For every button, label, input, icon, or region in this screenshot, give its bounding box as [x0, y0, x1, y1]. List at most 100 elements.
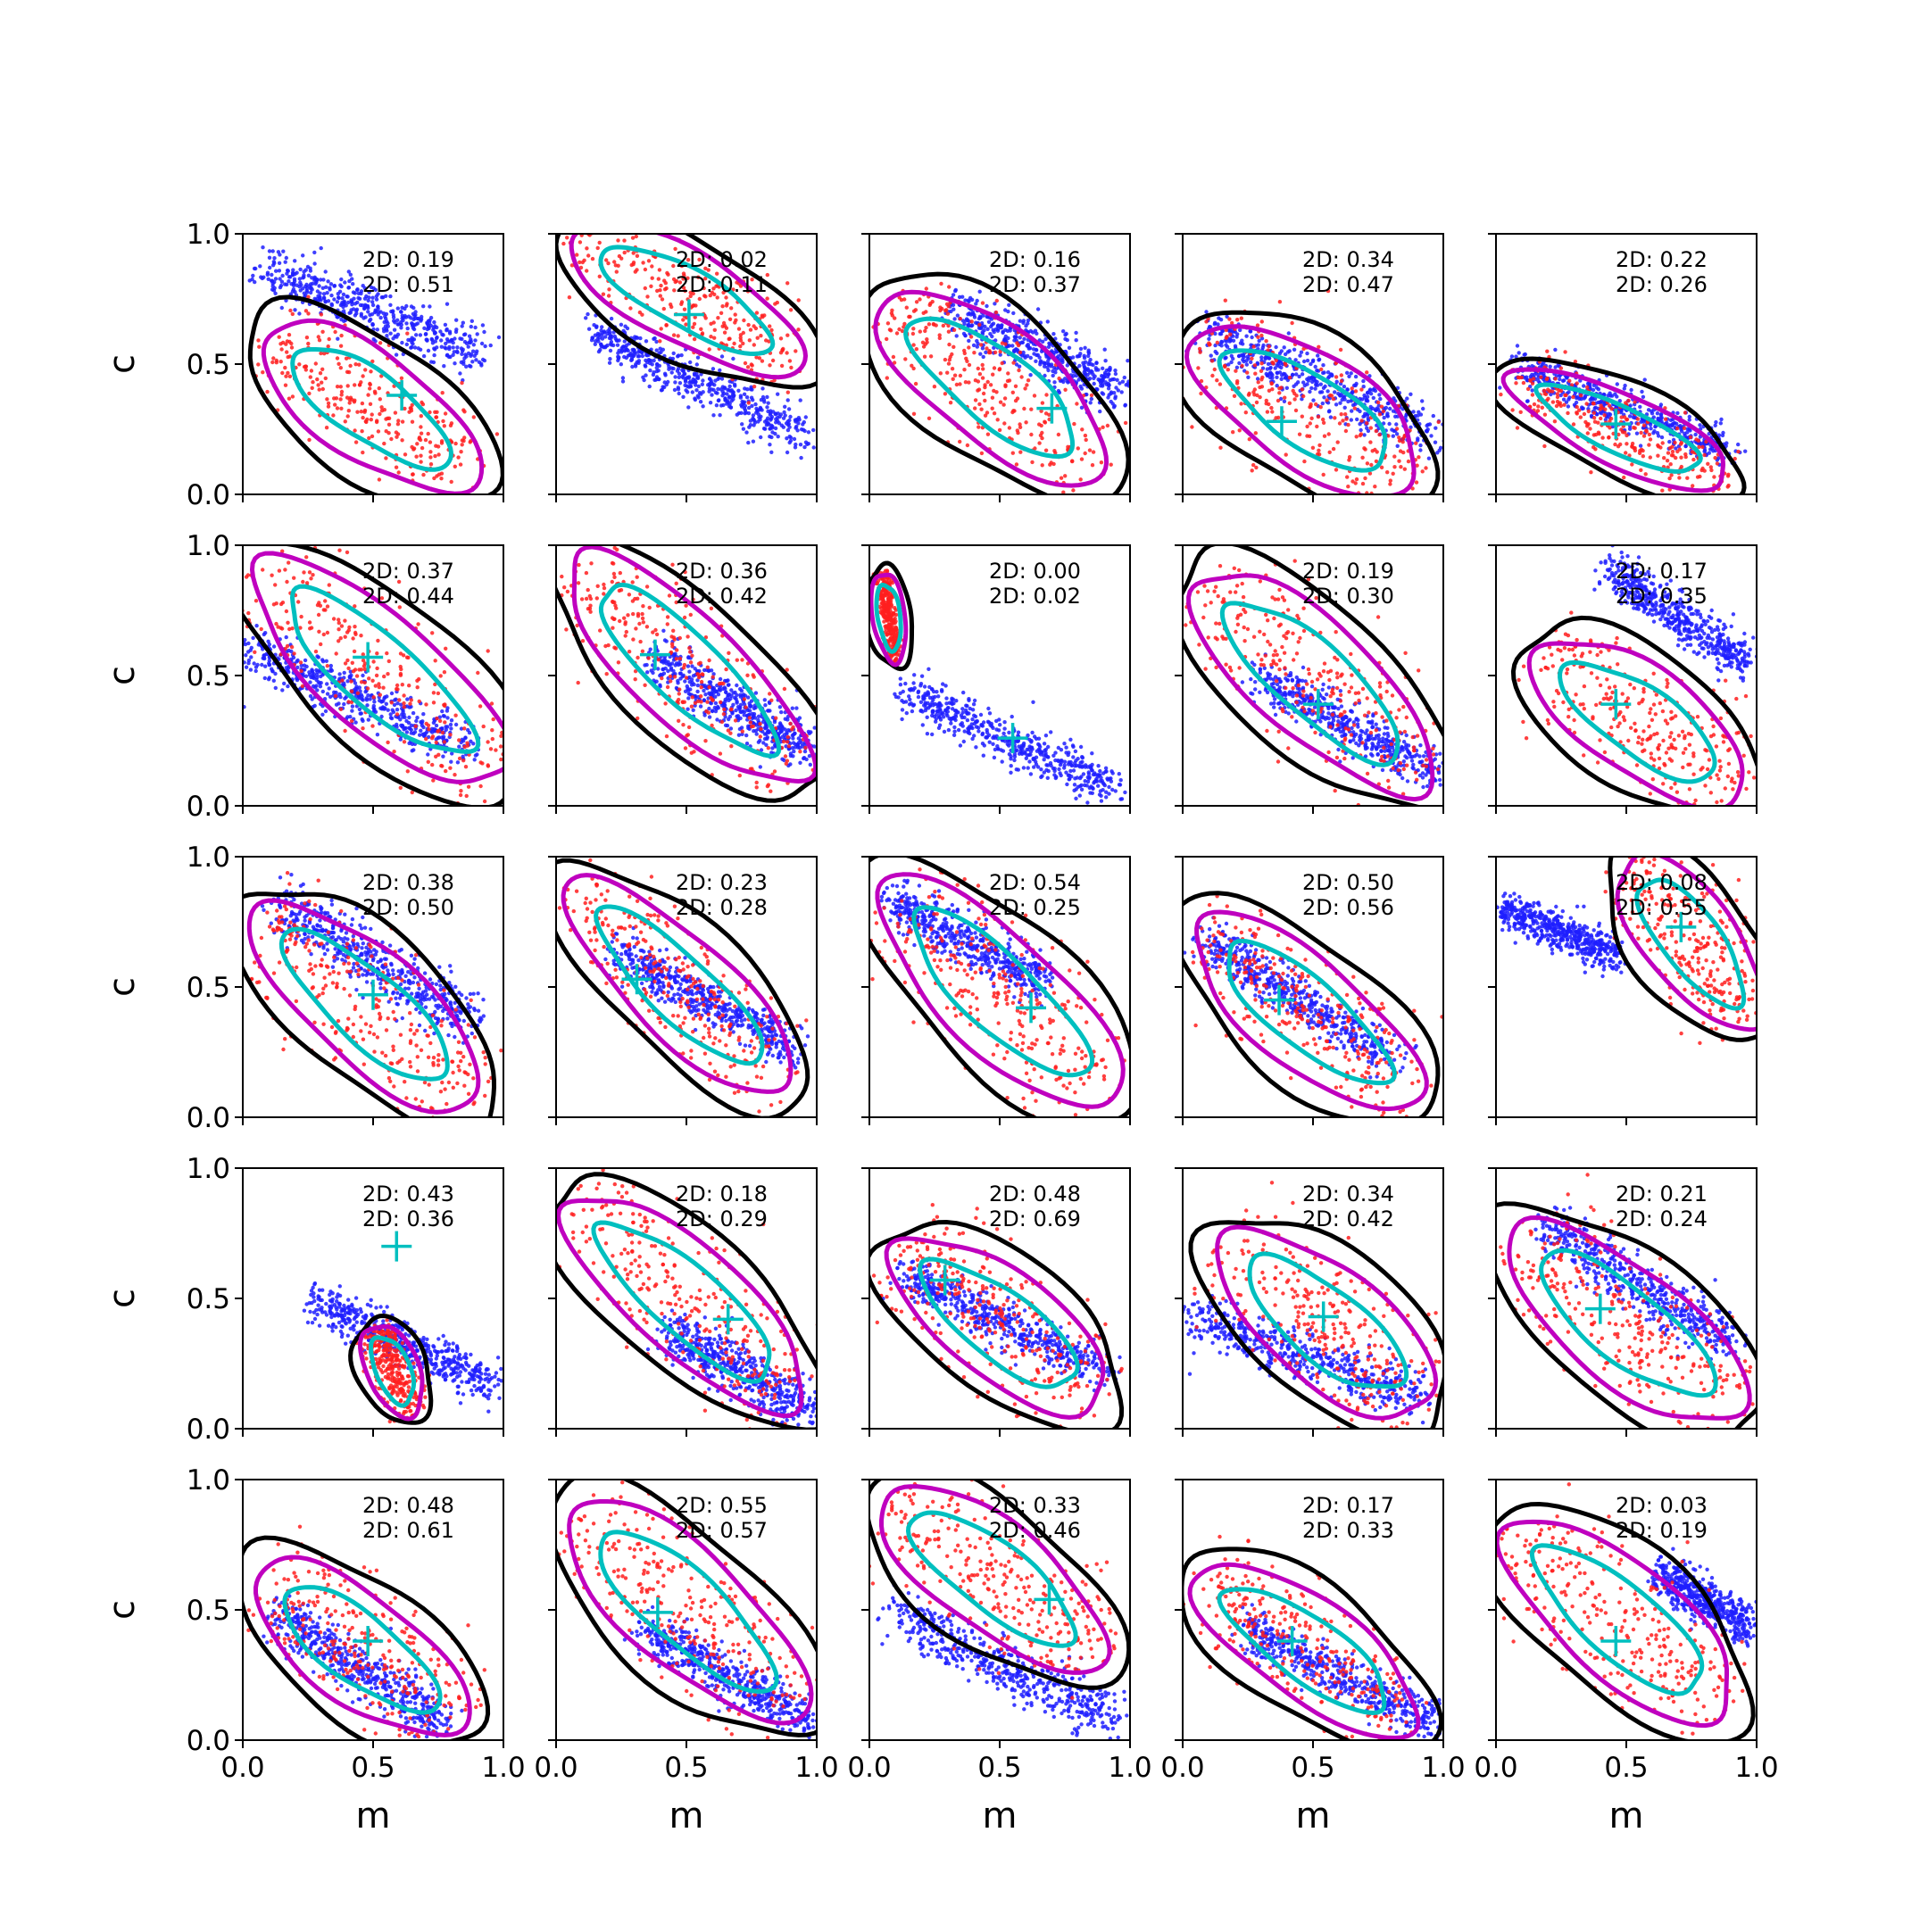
blue-points-point — [625, 344, 628, 347]
blue-points-point — [660, 388, 663, 392]
blue-points-point — [253, 267, 257, 270]
red-points-point — [339, 344, 343, 348]
panel-annotation-2: 2D: 0.26 — [1616, 272, 1708, 297]
red-points-point — [1536, 404, 1540, 408]
red-points-point — [1630, 445, 1633, 449]
red-points-point — [1332, 447, 1335, 451]
red-points-point — [994, 390, 998, 394]
red-points-point — [981, 367, 985, 370]
blue-points-point — [309, 694, 312, 698]
blue-points-point — [686, 385, 689, 388]
red-points-point — [1510, 408, 1514, 411]
blue-points-point — [644, 339, 648, 343]
red-points-point — [929, 354, 933, 358]
red-points-point — [353, 399, 356, 402]
blue-points-point — [1314, 382, 1317, 386]
red-points-point — [434, 415, 437, 419]
red-points-point — [360, 410, 363, 413]
red-points-point — [333, 402, 337, 406]
red-points-point — [332, 617, 336, 620]
red-points-point — [291, 394, 295, 398]
red-points-point — [1084, 434, 1087, 437]
blue-points-point — [1089, 362, 1093, 366]
red-points-point — [353, 633, 357, 636]
red-points-point — [327, 404, 330, 408]
blue-points-point — [390, 717, 394, 720]
y-tick-label: 0.0 — [187, 479, 230, 511]
blue-points-point — [740, 422, 744, 426]
red-points-point — [727, 336, 731, 340]
blue-points-point — [432, 346, 436, 350]
blue-points-point — [1094, 361, 1098, 364]
blue-points-point — [596, 332, 600, 336]
red-points-point — [693, 337, 696, 341]
red-points-point — [400, 377, 403, 380]
red-points-point — [317, 601, 320, 604]
red-points-point — [1063, 388, 1067, 392]
red-points-point — [1392, 454, 1396, 458]
blue-points-point — [1068, 346, 1071, 350]
blue-points-point — [777, 435, 780, 438]
blue-points-point — [287, 279, 290, 283]
blue-points-point — [714, 391, 718, 394]
blue-points-point — [1334, 402, 1338, 406]
red-points-point — [1592, 411, 1596, 415]
blue-points-point — [769, 424, 773, 427]
red-points-point — [1011, 391, 1015, 394]
red-points-point — [356, 692, 360, 695]
red-points-point — [765, 296, 769, 300]
red-points-point — [427, 760, 430, 764]
blue-points-point — [773, 432, 777, 435]
red-points-point — [1585, 386, 1589, 389]
blue-points-point — [1743, 450, 1747, 453]
red-points-point — [1003, 396, 1007, 400]
red-points-point — [1359, 434, 1362, 437]
red-points-point — [336, 406, 339, 410]
red-points-point — [1327, 432, 1331, 435]
blue-points-point — [370, 300, 374, 303]
blue-points-point — [1417, 410, 1420, 414]
blue-points-point — [1280, 349, 1284, 352]
red-points-point — [979, 343, 983, 346]
red-points-point — [964, 357, 968, 361]
blue-points-point — [733, 384, 736, 387]
blue-points-point — [450, 718, 453, 722]
red-points-point — [453, 465, 457, 468]
blue-points-point — [693, 396, 696, 400]
blue-points-point — [428, 304, 431, 308]
blue-points-point — [1361, 379, 1365, 383]
blue-points-point — [301, 253, 304, 257]
red-points-point — [1017, 369, 1020, 372]
red-points-point — [434, 755, 437, 759]
blue-points-point — [1003, 328, 1007, 332]
red-points-point — [918, 297, 921, 301]
red-points-point — [345, 395, 349, 399]
blue-points-point — [324, 709, 328, 713]
red-points-point — [401, 683, 404, 686]
red-points-point — [453, 714, 457, 717]
blue-points-point — [1294, 382, 1298, 386]
red-points-point — [1563, 394, 1566, 397]
red-points-point — [1380, 405, 1384, 409]
red-points-point — [953, 374, 957, 377]
red-points-point — [399, 667, 403, 671]
red-points-point — [1350, 386, 1354, 390]
red-points-point — [1559, 389, 1563, 393]
blue-points-point — [422, 354, 426, 358]
red-points-point — [1709, 468, 1713, 472]
blue-points-point — [413, 730, 417, 734]
red-points-point — [441, 419, 445, 423]
blue-points-point — [473, 326, 477, 329]
red-points-point — [461, 408, 465, 411]
blue-points-point — [353, 681, 357, 684]
red-points-point — [1689, 435, 1692, 439]
red-points-point — [1210, 374, 1214, 377]
blue-points-point — [396, 306, 400, 310]
blue-points-point — [990, 323, 993, 327]
red-points-point — [346, 414, 350, 418]
red-points-point — [326, 631, 329, 634]
red-points-point — [1626, 399, 1630, 402]
red-points-point — [1610, 407, 1614, 410]
red-points-point — [499, 734, 503, 738]
blue-points-point — [590, 336, 594, 339]
